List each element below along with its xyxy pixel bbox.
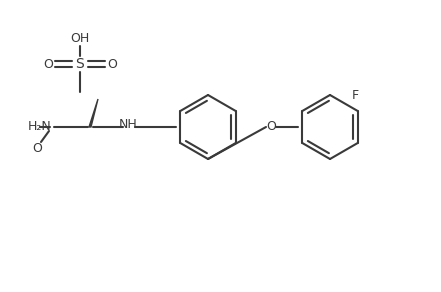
Text: O: O: [107, 58, 117, 70]
Text: O: O: [32, 142, 42, 156]
Text: H₂N: H₂N: [28, 121, 52, 133]
Text: F: F: [351, 89, 359, 102]
Text: O: O: [43, 58, 53, 70]
Polygon shape: [89, 99, 98, 127]
Text: S: S: [75, 57, 84, 71]
Text: NH: NH: [119, 119, 138, 131]
Text: O: O: [266, 121, 276, 133]
Text: OH: OH: [71, 32, 90, 44]
